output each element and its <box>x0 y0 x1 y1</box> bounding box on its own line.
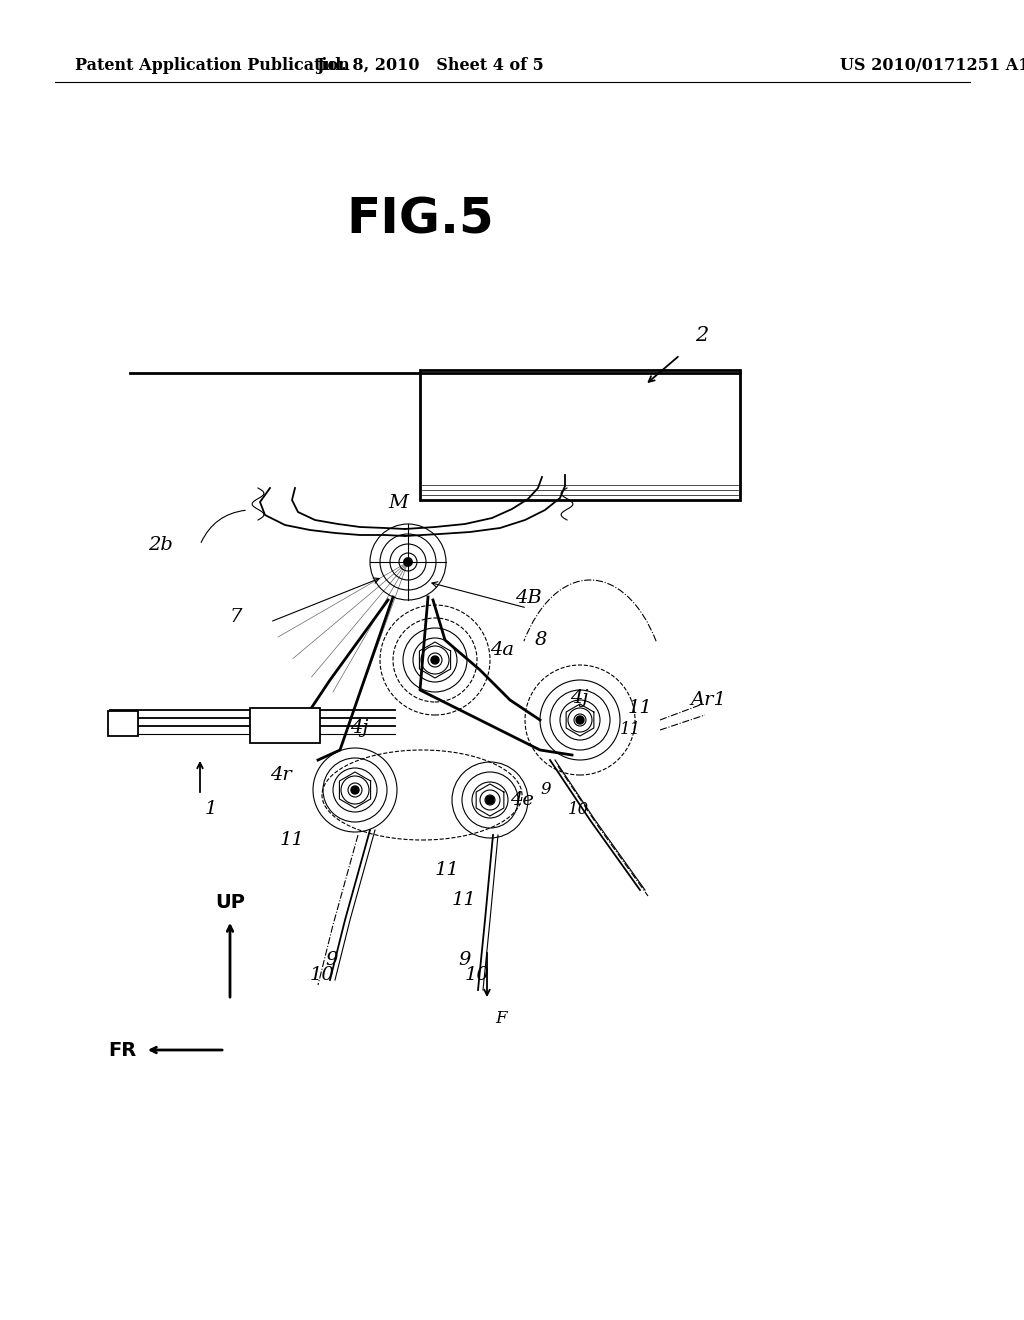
Text: 2: 2 <box>695 326 709 345</box>
Bar <box>250 708 319 743</box>
Text: FR: FR <box>109 1040 137 1060</box>
Text: Jul. 8, 2010   Sheet 4 of 5: Jul. 8, 2010 Sheet 4 of 5 <box>316 57 544 74</box>
Text: 4j: 4j <box>570 689 589 708</box>
Circle shape <box>575 715 584 723</box>
Text: F: F <box>495 1010 507 1027</box>
Text: 11: 11 <box>280 832 305 849</box>
Text: 9: 9 <box>458 950 470 969</box>
Text: 8: 8 <box>535 631 548 649</box>
Circle shape <box>406 558 411 565</box>
Text: 11: 11 <box>452 891 477 909</box>
Text: M: M <box>388 494 408 512</box>
Text: 4B: 4B <box>515 589 542 607</box>
Bar <box>420 370 740 500</box>
Bar <box>108 711 138 737</box>
Text: 4r: 4r <box>270 766 292 784</box>
Text: Patent Application Publication: Patent Application Publication <box>75 57 350 74</box>
Text: 4a: 4a <box>490 642 514 659</box>
Text: 11: 11 <box>628 700 652 717</box>
Text: UP: UP <box>215 894 245 912</box>
Circle shape <box>351 785 359 795</box>
Text: 10: 10 <box>568 801 589 818</box>
Text: 11: 11 <box>620 722 641 738</box>
Circle shape <box>486 796 494 804</box>
Text: FIG.5: FIG.5 <box>346 195 494 244</box>
Text: 4e: 4e <box>510 791 534 809</box>
Text: 9: 9 <box>540 781 551 799</box>
Text: Ar1: Ar1 <box>690 690 726 709</box>
Circle shape <box>431 656 439 664</box>
Text: 7: 7 <box>230 609 243 626</box>
Text: 10: 10 <box>465 966 489 983</box>
Text: 2b: 2b <box>148 536 173 554</box>
Text: 10: 10 <box>310 966 335 983</box>
Text: 9: 9 <box>325 950 337 969</box>
Text: 1: 1 <box>205 800 217 818</box>
Text: 11: 11 <box>435 861 460 879</box>
Text: US 2010/0171251 A1: US 2010/0171251 A1 <box>840 57 1024 74</box>
Text: 4j: 4j <box>350 719 369 737</box>
